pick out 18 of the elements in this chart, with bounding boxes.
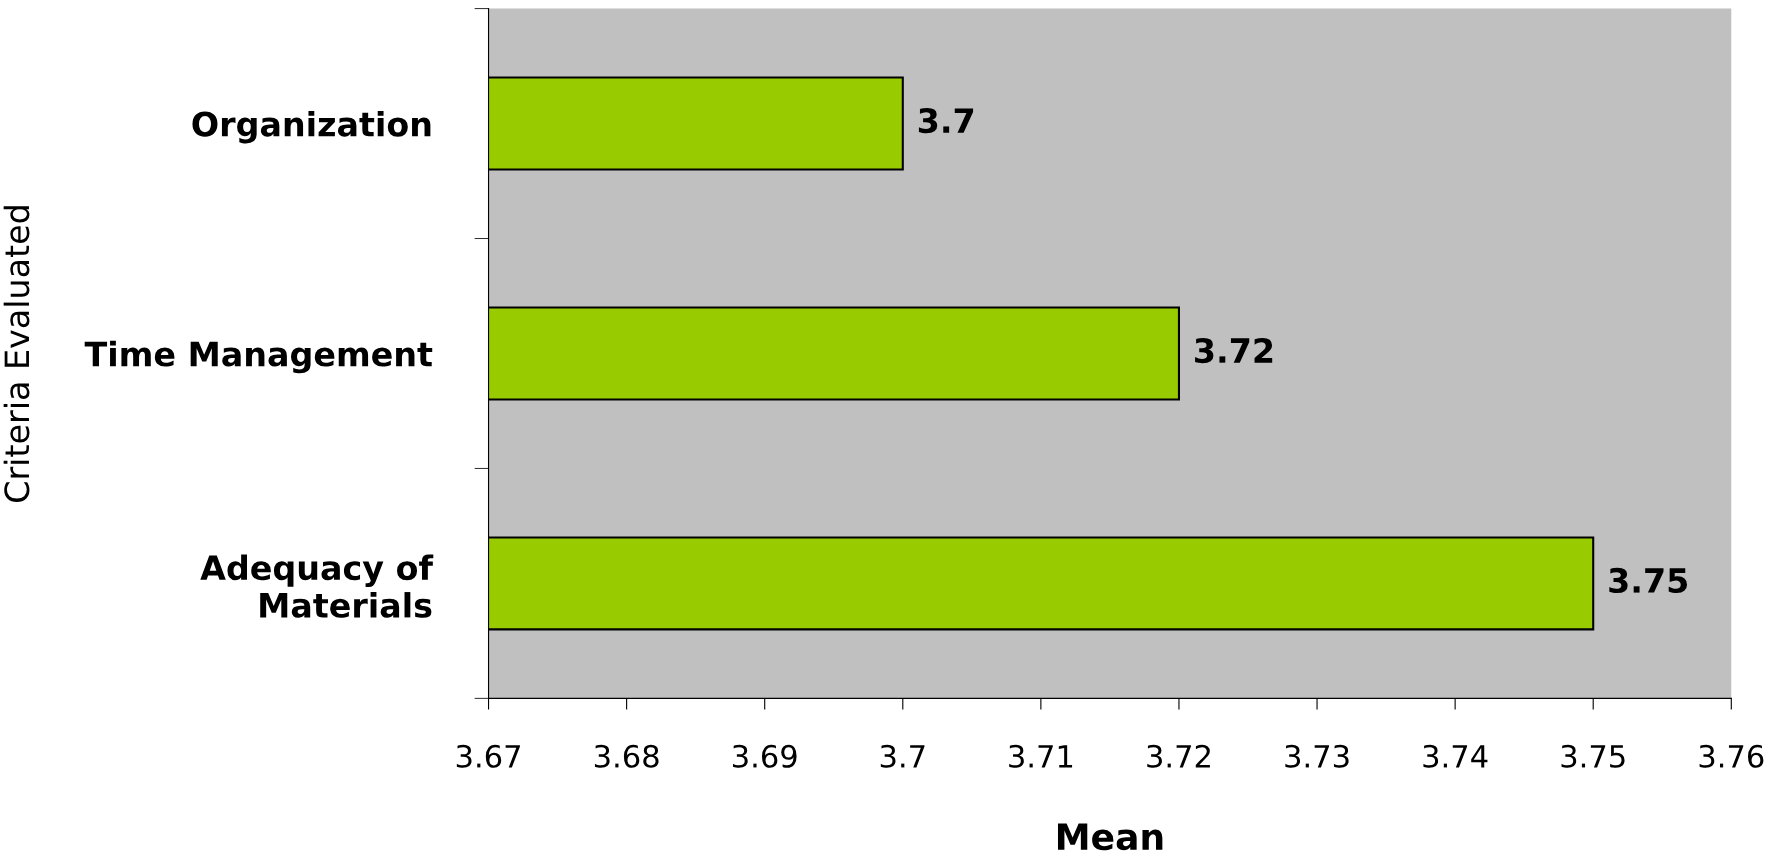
y-tick-label: Adequacy of Materials bbox=[200, 554, 434, 618]
x-tick-label: 3.75 bbox=[1561, 744, 1625, 768]
y-axis-title: Criteria Evaluated bbox=[3, 206, 30, 502]
data-label: 3.75 bbox=[1609, 567, 1688, 594]
x-tick-label: 3.73 bbox=[1285, 744, 1349, 768]
x-tick-label: 3.71 bbox=[1009, 744, 1073, 768]
y-tick-label: Time Management bbox=[84, 340, 433, 374]
x-tick-label: 3.76 bbox=[1699, 744, 1764, 768]
y-tick-label: Organization bbox=[192, 110, 431, 144]
x-tick-label: 3.7 bbox=[880, 744, 925, 768]
x-tick-label: 3.67 bbox=[456, 744, 520, 768]
data-label: 3.7 bbox=[918, 108, 974, 134]
x-tick-label: 3.68 bbox=[594, 744, 659, 768]
x-tick-label: 3.72 bbox=[1147, 744, 1210, 768]
x-tick-label: 3.74 bbox=[1423, 744, 1488, 768]
x-axis-title: Mean bbox=[1057, 823, 1163, 851]
x-tick-label: 3.69 bbox=[733, 744, 797, 768]
data-label: 3.72 bbox=[1195, 337, 1273, 364]
